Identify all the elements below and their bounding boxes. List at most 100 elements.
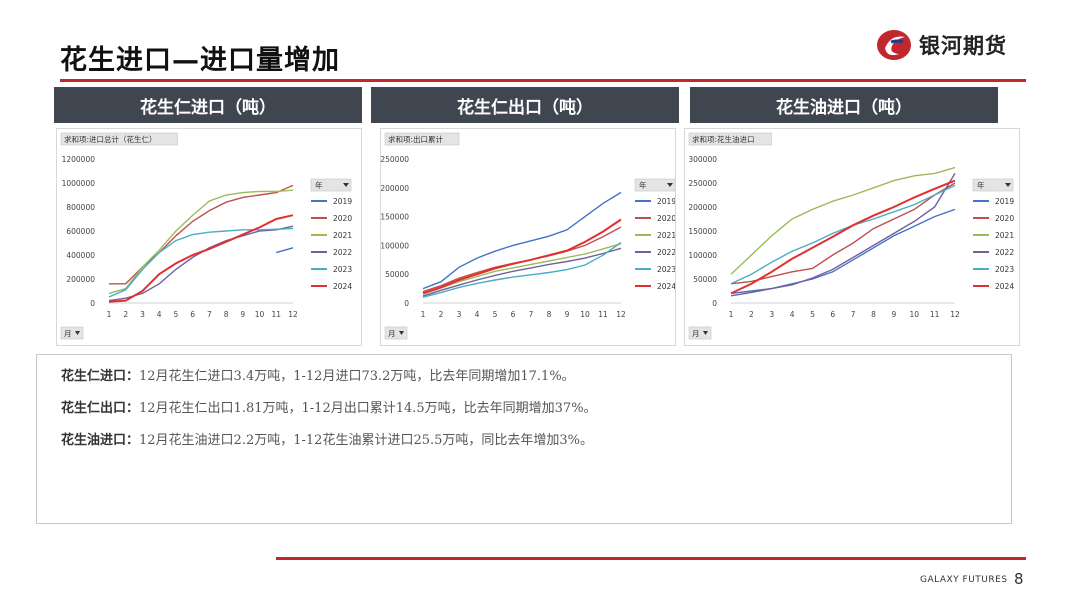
series-line-2022 (108, 225, 294, 302)
notes-box: 花生仁进口：12月花生仁进口3.4万吨，1-12月进口73.2万吨，比去年同期增… (36, 354, 1012, 524)
legend-filter-label: 年 (977, 180, 985, 190)
chart-1-header: 花生仁进口（吨） (54, 87, 362, 123)
x-tick-label: 5 (174, 310, 179, 319)
month-filter-button[interactable] (384, 326, 408, 340)
series-line-2023 (730, 184, 956, 285)
legend-filter-button[interactable] (634, 178, 675, 192)
y-tick-label: 200000 (381, 184, 409, 193)
dropdown-arrow-icon (343, 183, 349, 187)
brand-logo: 银河期货 (875, 28, 1007, 62)
y-tick-label: 50000 (385, 270, 409, 279)
month-filter-button[interactable] (688, 326, 712, 340)
legend-filter-button[interactable] (310, 178, 352, 192)
legend-filter-button[interactable] (972, 178, 1014, 192)
dropdown-arrow-icon (399, 331, 404, 335)
field-label-tag (688, 132, 772, 146)
series-line-2023 (108, 227, 294, 298)
x-tick-label: 8 (871, 310, 876, 319)
series-line-2024 (108, 214, 294, 303)
x-tick-label: 1 (729, 310, 734, 319)
month-filter-label: 月 (388, 329, 396, 338)
x-tick-label: 12 (950, 310, 960, 319)
legend-label: 2024 (657, 282, 675, 291)
peanut-kernel-import-chart: 求和项:进口总计（花生仁） 0 200000 400000 600000 800000 10… (60, 132, 352, 340)
dropdown-arrow-icon (667, 183, 673, 187)
chart-2-header: 花生仁出口（吨） (371, 87, 679, 123)
series-line-2020 (730, 182, 956, 285)
series-line-2021 (422, 243, 622, 296)
series-line-2022 (422, 247, 622, 297)
field-label: 求和项:花生油进口 (692, 134, 755, 144)
x-tick-label: 7 (851, 310, 856, 319)
x-tick-label: 8 (224, 310, 229, 319)
x-tick-label: 11 (930, 310, 940, 319)
series-line-2021 (730, 166, 956, 275)
y-tick-label: 150000 (688, 227, 717, 236)
dropdown-arrow-icon (75, 331, 80, 335)
legend-label: 2019 (333, 197, 352, 206)
legend-label: 2020 (333, 214, 352, 223)
x-tick-label: 12 (616, 310, 626, 319)
x-tick-label: 1 (107, 310, 112, 319)
y-tick-label: 50000 (693, 275, 717, 284)
legend-label: 2023 (657, 265, 675, 274)
x-tick-label: 3 (140, 310, 145, 319)
legend-label: 2021 (657, 231, 675, 240)
series-line-2019 (422, 191, 622, 290)
x-tick-label: 4 (790, 310, 795, 319)
page-number: 8 (1014, 570, 1024, 588)
legend-label: 2021 (333, 231, 352, 240)
title-divider (60, 79, 1026, 82)
y-tick-label: 600000 (66, 227, 95, 236)
y-tick-label: 0 (712, 299, 717, 308)
series-line-2019 (730, 208, 956, 295)
footer-divider (276, 557, 1026, 560)
series-line-2020 (109, 184, 294, 285)
x-tick-label: 2 (749, 310, 754, 319)
x-tick-label: 10 (909, 310, 919, 319)
page-title: 花生进口—进口量增加 (60, 45, 340, 76)
x-tick-label: 3 (769, 310, 774, 319)
chart-1-panel: 求和项:进口总计（花生仁） 0 200000 400000 600000 800000 10… (56, 128, 362, 346)
x-tick-label: 9 (565, 310, 570, 319)
chart-3-header: 花生油进口（吨） (690, 87, 998, 123)
x-tick-label: 9 (892, 310, 897, 319)
month-filter-label: 月 (64, 329, 72, 338)
x-tick-label: 6 (830, 310, 835, 319)
series-line-2023 (422, 241, 622, 298)
chart-2-panel: 求和项:出口累计 0 50000 100000 150000 200000 250000 1 2… (380, 128, 676, 346)
y-tick-label: 250000 (688, 179, 717, 188)
legend-label: 2020 (657, 214, 675, 223)
series-line-2019 (276, 247, 294, 254)
legend-filter-label: 年 (639, 180, 647, 190)
month-filter-label: 月 (692, 329, 700, 338)
series-line-2024 (730, 179, 956, 295)
x-tick-label: 4 (157, 310, 162, 319)
x-tick-label: 2 (123, 310, 128, 319)
field-label: 求和项:进口总计（花生仁） (64, 134, 157, 144)
y-tick-label: 200000 (66, 275, 95, 284)
peanut-oil-import-chart: 求和项:花生油进口 0 50000 100000 150000 200000 250000 3… (688, 132, 1014, 340)
x-tick-label: 1 (421, 310, 426, 319)
field-label-tag (384, 132, 460, 146)
y-tick-label: 200000 (688, 203, 717, 212)
x-tick-label: 2 (439, 310, 444, 319)
x-tick-label: 11 (271, 310, 281, 319)
y-tick-label: 100000 (381, 241, 409, 250)
dropdown-arrow-icon (703, 331, 708, 335)
series-line-2022 (730, 173, 956, 297)
x-tick-label: 7 (207, 310, 212, 319)
x-tick-label: 6 (190, 310, 195, 319)
y-tick-label: 0 (404, 299, 409, 308)
y-tick-label: 300000 (688, 155, 717, 164)
legend-label: 2019 (995, 197, 1014, 206)
field-label-tag (60, 132, 178, 146)
x-tick-label: 12 (288, 310, 298, 319)
y-tick-label: 250000 (381, 155, 409, 164)
x-tick-label: 5 (810, 310, 815, 319)
month-filter-button[interactable] (60, 326, 84, 340)
legend-label: 2022 (995, 248, 1014, 257)
y-tick-label: 0 (90, 299, 95, 308)
y-tick-label: 1000000 (62, 179, 96, 188)
